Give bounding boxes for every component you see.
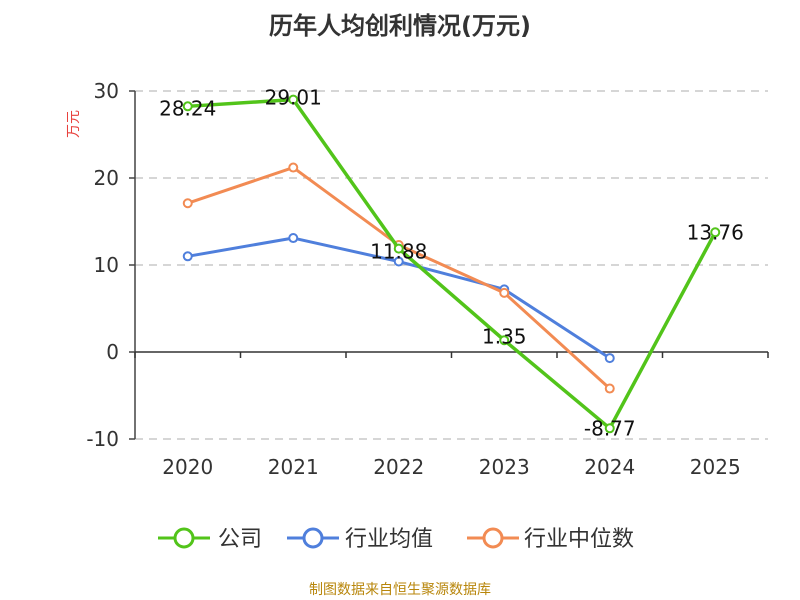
y-tick-label: 0 <box>106 340 119 364</box>
series-point-0 <box>288 94 299 105</box>
series-point-0 <box>499 335 510 346</box>
data-label: 1.35 <box>482 324 527 348</box>
series-layer <box>182 94 721 434</box>
label-layer: 28.24 29.01 11.88 1.35 -8.77 13.76 <box>159 86 744 441</box>
series-point-2 <box>182 198 193 209</box>
x-category-label: 2020 <box>162 455 213 479</box>
series-point-1 <box>393 256 404 267</box>
series-point-2 <box>499 287 510 298</box>
y-tick-label: 20 <box>94 166 119 190</box>
legend-marker <box>302 527 324 549</box>
y-tick-label: -10 <box>86 427 119 451</box>
series-line-2 <box>186 166 612 391</box>
series-point-0 <box>393 243 404 254</box>
series-point-1 <box>182 251 193 262</box>
x-category-label: 2024 <box>584 455 635 479</box>
series-line-0 <box>186 97 717 431</box>
legend-label: 行业中位数 <box>524 527 634 552</box>
y-tick-label: 30 <box>94 79 119 103</box>
data-label: 29.01 <box>265 86 322 110</box>
x-category-label: 2021 <box>268 455 319 479</box>
y-axis-label: 万元 <box>66 110 82 138</box>
series-point-2 <box>604 383 615 394</box>
x-category-label: 2023 <box>479 455 530 479</box>
legend-label: 公司 <box>218 527 262 552</box>
legend-marker <box>173 527 195 549</box>
data-label: 13.76 <box>687 220 744 244</box>
source-note: 制图数据来自恒生聚源数据库 <box>309 582 491 598</box>
legend-marker <box>482 527 504 549</box>
legend-layer: 公司 行业均值 行业中位数 <box>158 527 634 552</box>
series-point-0 <box>604 423 615 434</box>
data-label: -8.77 <box>584 416 636 440</box>
data-label: 11.88 <box>370 240 427 264</box>
chart-title: 历年人均创利情况(万元) <box>269 12 531 40</box>
data-label: 28.24 <box>159 96 216 120</box>
series-point-1 <box>604 353 615 364</box>
grid-layer <box>135 90 768 440</box>
axis-layer: 30 20 10 0 -10 2020 2021 2022 2023 2024 2025 <box>86 79 769 479</box>
series-point-1 <box>288 233 299 244</box>
x-category-label: 2025 <box>690 455 741 479</box>
x-category-label: 2022 <box>373 455 424 479</box>
series-point-0 <box>710 227 721 238</box>
legend-label: 行业均值 <box>345 527 433 552</box>
series-point-0 <box>182 101 193 112</box>
y-tick-label: 10 <box>94 253 119 277</box>
series-point-2 <box>288 162 299 173</box>
